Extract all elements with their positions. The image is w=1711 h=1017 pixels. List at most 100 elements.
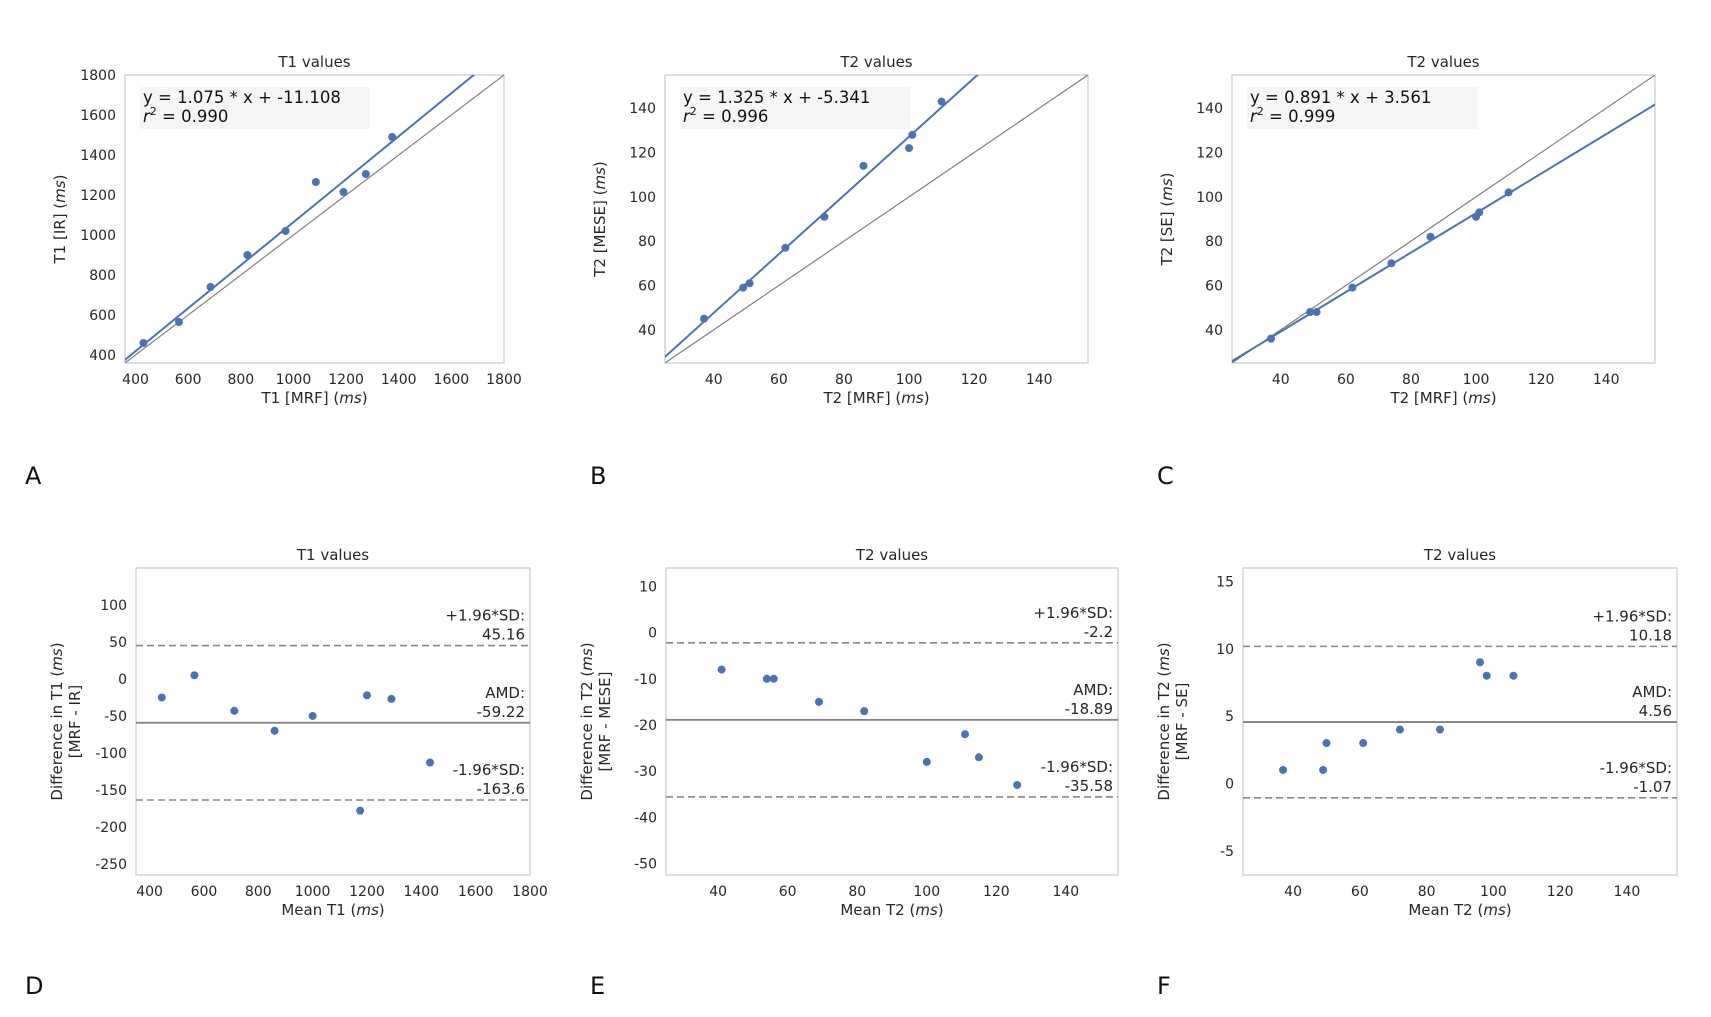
data-point bbox=[961, 730, 970, 739]
panel-e: T2 values 40 60 80 100 120 140 -50 -40 -30 -20 -10 0… bbox=[578, 546, 1119, 1000]
y-tick-label: 15 bbox=[1216, 574, 1234, 590]
y-tick-label: -250 bbox=[95, 857, 127, 873]
data-point bbox=[1476, 658, 1485, 667]
plot-title: T2 values bbox=[855, 546, 928, 564]
x-tick-label: 1600 bbox=[458, 884, 494, 900]
identity-line bbox=[1232, 75, 1655, 363]
y-tick-label: 140 bbox=[629, 101, 656, 117]
panel-a: T1 values 400 600 800 1000 1200 1400 1600 1800 40… bbox=[25, 53, 522, 490]
x-tick-label: 600 bbox=[191, 884, 218, 900]
x-tick-label: 120 bbox=[961, 372, 988, 388]
x-tick-label: 80 bbox=[1402, 372, 1420, 388]
r-superscript: 2 bbox=[690, 105, 697, 118]
x-axis-label-part: Mean T2 ( bbox=[840, 901, 915, 919]
data-point bbox=[1267, 334, 1276, 343]
amd-value: -59.22 bbox=[477, 703, 525, 721]
x-axis-label-part: ) bbox=[1506, 901, 1512, 919]
upper-limit-value: 10.18 bbox=[1629, 626, 1672, 644]
y-tick-label: -150 bbox=[95, 783, 127, 799]
r-superscript: 2 bbox=[150, 105, 157, 118]
equation-box bbox=[680, 87, 910, 129]
y-tick-label: 1200 bbox=[80, 188, 116, 204]
x-tick-label: 60 bbox=[1351, 884, 1369, 900]
data-point bbox=[717, 665, 726, 674]
y-axis-label-part: Difference in T1 ( bbox=[48, 671, 66, 801]
data-point bbox=[1435, 725, 1444, 734]
data-point bbox=[243, 251, 252, 259]
y-tick-label: -40 bbox=[634, 810, 657, 826]
upper-limit-title: +1.96*SD: bbox=[1592, 607, 1672, 625]
y-axis-label: T2 [MESE] (ms) bbox=[591, 161, 609, 278]
y-tick-label: 1400 bbox=[80, 148, 116, 164]
y-tick-label: 0 bbox=[1225, 776, 1234, 792]
y-tick-label: 0 bbox=[118, 672, 127, 688]
y-axis-label-part: ms bbox=[48, 648, 66, 671]
x-axis-label-part: ms bbox=[901, 389, 924, 407]
x-tick-label: 800 bbox=[227, 372, 254, 388]
x-axis-label-part: ) bbox=[924, 389, 930, 407]
data-point bbox=[1312, 308, 1321, 317]
data-point bbox=[356, 806, 365, 815]
regression-equation: y = 1.325 * x + -5.341 bbox=[683, 88, 870, 107]
x-tick-label: 1200 bbox=[328, 372, 364, 388]
y-tick-label: -200 bbox=[95, 820, 127, 836]
y-axis-label-part: ms bbox=[578, 648, 596, 671]
plot-area bbox=[665, 75, 1088, 363]
y-axis-label-part: Difference in T2 ( bbox=[578, 671, 596, 801]
x-axis-label-part: T1 [MRF] ( bbox=[260, 389, 339, 407]
y-tick-label: -20 bbox=[634, 718, 657, 734]
x-tick-label: 120 bbox=[1547, 884, 1574, 900]
amd-value: -18.89 bbox=[1065, 700, 1113, 718]
data-point bbox=[362, 691, 371, 700]
x-axis-label-part: T2 [MRF] ( bbox=[1389, 389, 1468, 407]
x-tick-label: 100 bbox=[1463, 372, 1490, 388]
y-tick-label: 1800 bbox=[80, 68, 116, 84]
y-tick-label: 100 bbox=[1196, 190, 1223, 206]
lower-limit-value: -163.6 bbox=[477, 780, 525, 798]
x-tick-label: 40 bbox=[1272, 372, 1290, 388]
x-tick-label: 80 bbox=[835, 372, 853, 388]
upper-limit-title: +1.96*SD: bbox=[445, 607, 525, 625]
amd-title: AMD: bbox=[1073, 681, 1113, 699]
x-tick-label: 60 bbox=[770, 372, 788, 388]
panel-letter-a: A bbox=[25, 462, 42, 490]
upper-limit-value: 45.16 bbox=[482, 626, 525, 644]
data-point bbox=[1359, 739, 1368, 748]
x-tick-label: 1800 bbox=[512, 884, 548, 900]
x-axis-label-part: Mean T1 ( bbox=[281, 901, 356, 919]
equation-box bbox=[1247, 87, 1477, 129]
regression-line bbox=[125, 75, 476, 362]
y-tick-label: 1600 bbox=[80, 108, 116, 124]
data-point bbox=[1319, 765, 1328, 774]
x-axis-label-part: ms bbox=[356, 901, 379, 919]
x-axis-label: Mean T2 (ms) bbox=[1408, 901, 1511, 919]
data-point bbox=[859, 161, 868, 170]
y-axis-label-part: T2 [SE] ( bbox=[1158, 201, 1176, 267]
x-tick-label: 1000 bbox=[295, 884, 331, 900]
data-point bbox=[974, 753, 983, 762]
x-tick-label: 60 bbox=[779, 884, 797, 900]
panel-letter-b: B bbox=[590, 462, 606, 490]
data-point bbox=[206, 283, 215, 291]
y-axis-label-part: Difference in T2 ( bbox=[1155, 671, 1173, 801]
data-point bbox=[339, 188, 348, 196]
x-axis-label-part: ms bbox=[1483, 901, 1506, 919]
x-tick-label: 100 bbox=[1480, 884, 1507, 900]
y-axis-label: Difference in T1 (ms) bbox=[48, 642, 66, 800]
data-point bbox=[361, 170, 370, 178]
y-axis-label-sub: [MRF - MESE] bbox=[596, 671, 614, 771]
x-axis-label: T1 [MRF] (ms) bbox=[260, 389, 367, 407]
y-axis-label-part: T1 [IR] ( bbox=[51, 203, 69, 265]
identity-line bbox=[665, 75, 1088, 363]
x-tick-label: 1800 bbox=[486, 372, 522, 388]
y-tick-label: 800 bbox=[89, 268, 116, 284]
x-tick-label: 1000 bbox=[276, 372, 312, 388]
x-axis-label: Mean T2 (ms) bbox=[840, 901, 943, 919]
data-point bbox=[230, 706, 239, 715]
data-point bbox=[1395, 725, 1404, 734]
x-tick-label: 1600 bbox=[434, 372, 470, 388]
x-tick-label: 100 bbox=[913, 884, 940, 900]
y-tick-label: 120 bbox=[629, 146, 656, 162]
